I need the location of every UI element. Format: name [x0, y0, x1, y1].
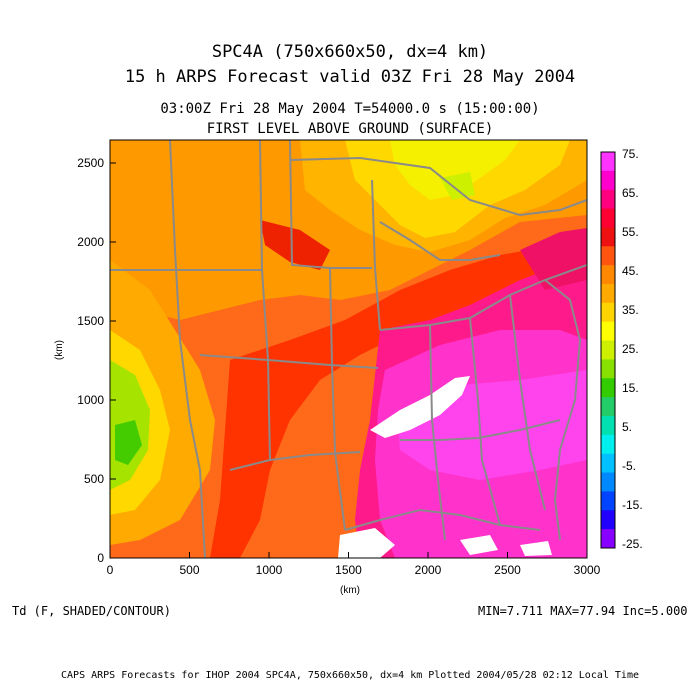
colorbar-segment — [601, 265, 615, 285]
level-label: FIRST LEVEL ABOVE GROUND (SURFACE) — [206, 121, 494, 137]
colorbar-label: 65. — [622, 186, 639, 200]
x-axis-ticks — [109, 552, 588, 558]
colorbar-segment — [601, 152, 615, 172]
colorbar-label: 15. — [622, 381, 639, 395]
colorbar-segment — [601, 491, 615, 511]
x-tick-label: 2000 — [415, 563, 442, 577]
valid-time-line: 03:00Z Fri 28 May 2004 T=54000.0 s (15:0… — [160, 101, 540, 117]
field-red-north — [260, 220, 330, 270]
colorbar-label: 25. — [622, 342, 639, 356]
field-stats: MIN=7.711 MAX=77.94 Inc=5.000 — [478, 604, 688, 618]
boundary-line — [289, 156, 587, 217]
colorbar-segment — [601, 359, 615, 379]
boundary-line — [371, 179, 381, 331]
colorbar-segment — [601, 208, 615, 228]
field-east-coast — [520, 228, 587, 290]
colorbar — [600, 151, 616, 549]
field-band-25 — [440, 172, 475, 200]
colorbar-segment — [601, 472, 615, 492]
dewpoint-field — [110, 140, 587, 558]
field-band-30 — [390, 140, 520, 200]
boundary-line — [344, 508, 541, 531]
y-tick-label: 0 — [97, 551, 104, 565]
x-axis-title: (km) — [340, 585, 360, 596]
field-west-green-deep — [115, 420, 142, 465]
colorbar-label: 45. — [622, 264, 639, 278]
x-tick-label: 1000 — [256, 563, 283, 577]
colorbar-segment — [601, 416, 615, 436]
colorbar-labels: 75. 65. 55. 45. 35. 25. 15. 5. -5. -15. … — [622, 147, 643, 551]
y-axis-ticks — [110, 162, 116, 559]
x-tick-label: 3000 — [574, 563, 601, 577]
colorbar-segment — [601, 510, 615, 530]
colorbar-label: 75. — [622, 147, 639, 161]
y-axis-labels: 0 500 1000 1500 2000 2500 — [77, 156, 104, 565]
credit-line: CAPS ARPS Forecasts for IHOP 2004 SPC4A,… — [61, 670, 639, 681]
colorbar-segment — [601, 453, 615, 474]
y-tick-label: 500 — [84, 472, 104, 486]
forecast-title: 15 h ARPS Forecast valid 03Z Fri 28 May … — [124, 67, 576, 87]
colorbar-segment — [601, 397, 615, 417]
x-axis-labels: 0 500 1000 1500 2000 2500 3000 (km) — [107, 563, 601, 596]
colorbar-segment — [601, 378, 615, 398]
y-tick-label: 2500 — [77, 156, 104, 170]
boundary-line — [199, 354, 379, 369]
x-tick-label: 2500 — [494, 563, 521, 577]
colorbar-label: 5. — [622, 420, 632, 434]
colorbar-frame — [600, 151, 616, 549]
colorbar-segment — [601, 321, 615, 342]
boundary-line — [169, 140, 206, 558]
colorbar-label: -15. — [622, 498, 643, 512]
colorbar-label: 55. — [622, 225, 639, 239]
boundary-line — [544, 279, 582, 541]
y-axis-title: (km) — [54, 340, 65, 360]
boundary-line — [509, 294, 546, 511]
colorbar-segment — [601, 170, 615, 191]
colorbar-label: -25. — [622, 537, 643, 551]
boundary-line — [379, 264, 587, 331]
colorbar-segment — [601, 302, 615, 323]
field-white-patch-1 — [370, 376, 470, 438]
colorbar-segment — [601, 284, 615, 304]
variable-label: Td (F, SHADED/CONTOUR) — [12, 604, 171, 618]
colorbar-segment — [601, 529, 615, 549]
colorbar-segment — [601, 434, 615, 455]
y-tick-label: 2000 — [77, 235, 104, 249]
colorbar-segment — [601, 246, 615, 266]
x-tick-label: 500 — [179, 563, 199, 577]
boundary-line — [379, 221, 501, 261]
plot-title: SPC4A (750x660x50, dx=4 km) — [211, 42, 489, 62]
boundary-line — [429, 324, 446, 541]
colorbar-label: -5. — [622, 459, 636, 473]
boundary-line — [289, 140, 372, 269]
field-white-patch-4 — [520, 541, 552, 556]
field-white-patch-3 — [460, 535, 498, 555]
boundary-line — [329, 267, 346, 531]
y-tick-label: 1000 — [77, 393, 104, 407]
boundaries — [110, 140, 587, 558]
colorbar-segment — [601, 227, 615, 247]
boundary-line — [259, 140, 271, 461]
x-tick-label: 0 — [107, 563, 114, 577]
colorbar-label: 35. — [622, 303, 639, 317]
boundary-line — [469, 317, 501, 526]
colorbar-segment — [601, 189, 615, 210]
field-white-patch-2 — [338, 528, 395, 558]
x-tick-label: 1500 — [335, 563, 362, 577]
colorbar-segment — [601, 340, 615, 360]
y-tick-label: 1500 — [77, 314, 104, 328]
boundary-line — [400, 419, 561, 441]
